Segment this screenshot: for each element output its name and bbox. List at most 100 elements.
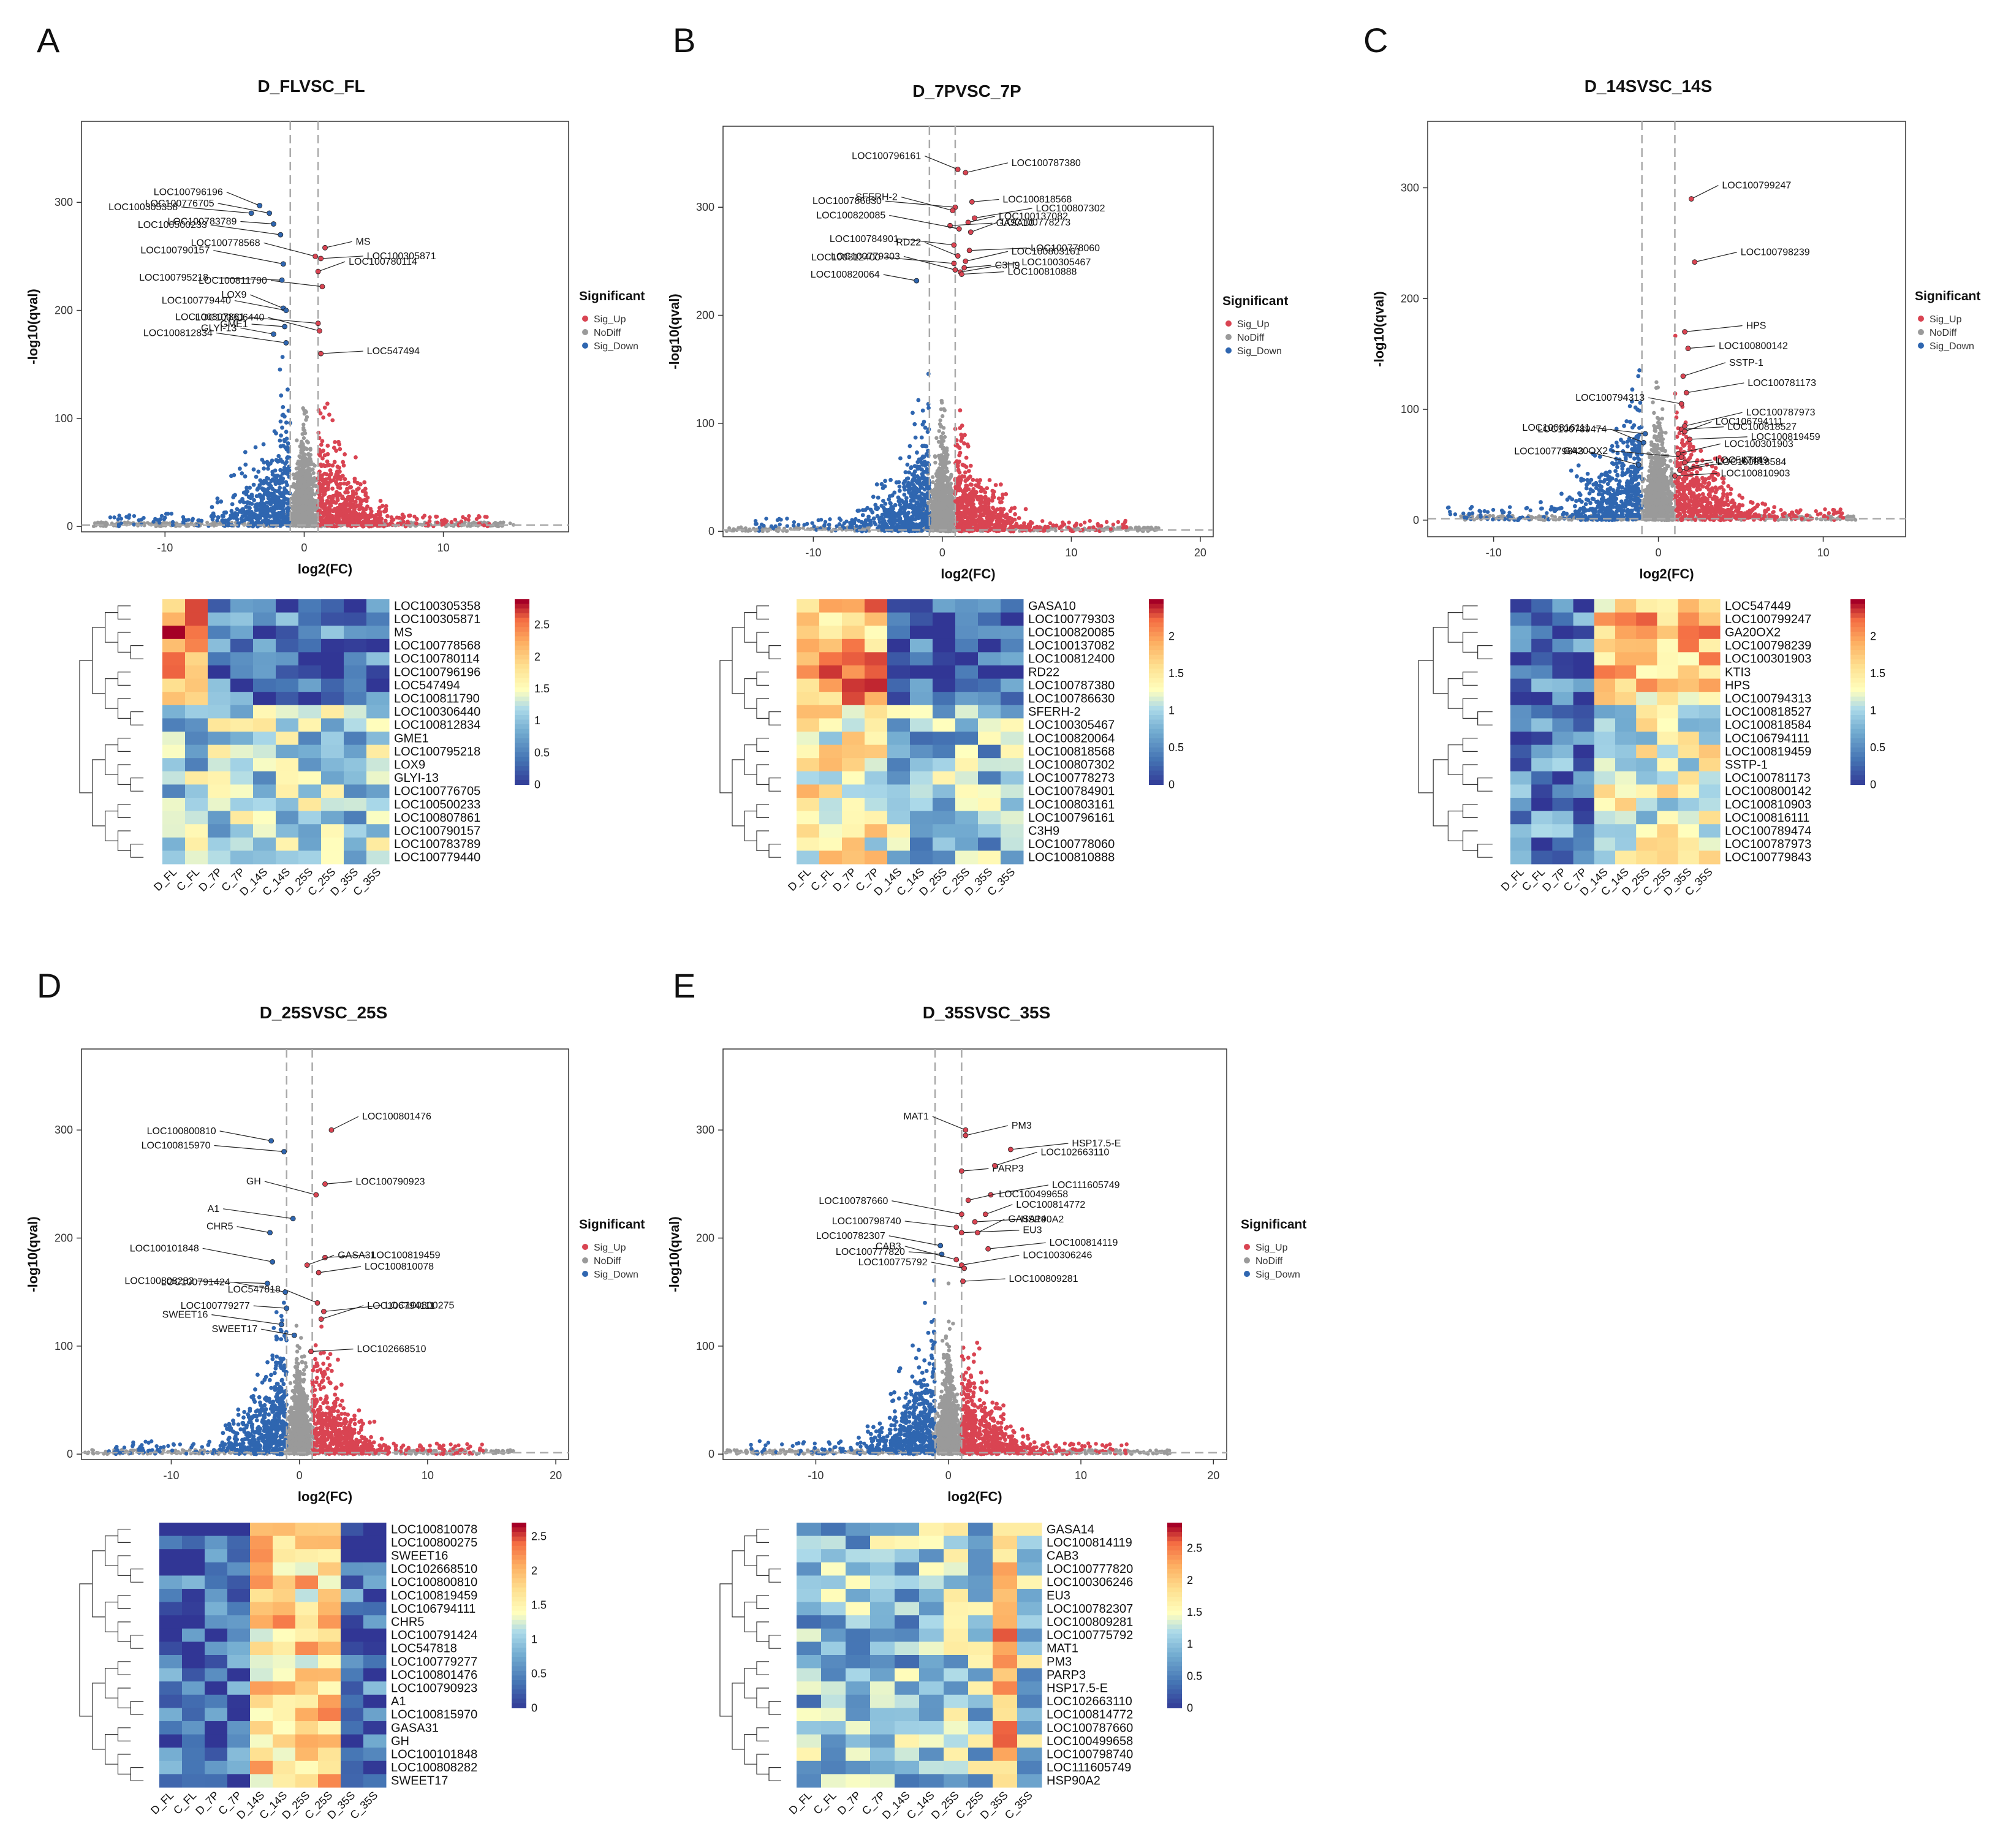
- gene-label: LOC100306440: [195, 312, 264, 323]
- point-up: [349, 494, 354, 499]
- point-up: [334, 449, 339, 453]
- heatmap-col-label: D_FL: [151, 866, 180, 894]
- label-leader: [234, 300, 287, 311]
- point-down: [889, 504, 894, 509]
- point-up: [338, 469, 342, 474]
- heatmap-cell: [208, 652, 231, 666]
- heatmap-cell: [298, 612, 322, 626]
- point-up: [958, 408, 963, 413]
- point-down: [273, 482, 278, 487]
- point-down: [229, 509, 234, 513]
- dendrogram-branch: [105, 678, 118, 709]
- point-down: [256, 469, 261, 474]
- point-up: [319, 442, 324, 447]
- point-up: [331, 445, 336, 450]
- colorbar-segment: [515, 641, 529, 646]
- heatmap-cell: [298, 718, 322, 732]
- point-up: [963, 470, 968, 475]
- point-nodiff: [933, 460, 937, 465]
- point-nodiff: [295, 438, 299, 442]
- point-down: [233, 493, 237, 498]
- point-up: [987, 509, 991, 513]
- point-nodiff: [941, 475, 946, 479]
- point-nodiff: [941, 491, 945, 496]
- point-up: [1116, 520, 1121, 524]
- heatmap-cell: [298, 771, 322, 785]
- label-leader: [240, 221, 274, 225]
- label-leader: [270, 280, 323, 287]
- colorbar-segment: [515, 650, 529, 656]
- point-nodiff: [301, 506, 305, 510]
- point-up: [330, 463, 335, 468]
- x-tick-label: -10: [157, 542, 173, 554]
- point-up: [1061, 520, 1065, 524]
- dendrogram-branch: [130, 844, 144, 858]
- point-up: [482, 523, 487, 528]
- point-up: [477, 513, 481, 518]
- point-down: [284, 430, 289, 434]
- point-down: [272, 507, 276, 512]
- heatmap-cell: [230, 732, 254, 746]
- point-down: [281, 471, 285, 476]
- point-down: [243, 474, 248, 479]
- point-down: [209, 514, 214, 519]
- colorbar-segment: [515, 705, 529, 711]
- point-down: [243, 462, 248, 467]
- point-nodiff: [300, 465, 305, 469]
- point-nodiff: [934, 511, 938, 516]
- heatmap-cell: [253, 612, 276, 626]
- heatmap-cell: [185, 850, 208, 865]
- colorbar-segment: [515, 724, 529, 730]
- point-down: [266, 482, 270, 486]
- point-up: [997, 513, 1001, 518]
- colorbar-segment: [515, 659, 529, 665]
- heatmap-row-label: GME1: [394, 732, 429, 745]
- heatmap-cell: [230, 824, 254, 838]
- point-down: [257, 493, 262, 498]
- point-up: [1078, 523, 1083, 527]
- colorbar-segment: [515, 701, 529, 706]
- gene-label: LOC100796196: [154, 187, 223, 198]
- point-up: [986, 501, 991, 506]
- label-leader: [251, 324, 285, 327]
- point-up: [365, 504, 369, 509]
- heatmap-cell: [230, 626, 254, 640]
- heatmap-cell: [366, 758, 390, 772]
- heatmap-cell: [276, 626, 299, 640]
- point-up: [354, 504, 359, 509]
- colorbar-segment: [515, 747, 529, 753]
- point-down: [882, 509, 887, 513]
- point-up: [319, 501, 324, 506]
- panel-title: D_7PVSC_7P: [912, 81, 1021, 100]
- point-up: [333, 493, 337, 498]
- point-up: [986, 505, 991, 509]
- panel-title: D_FLVSC_FL: [257, 77, 365, 96]
- point-up: [1048, 521, 1053, 526]
- point-up: [467, 513, 471, 518]
- heatmap-cell: [253, 811, 276, 825]
- point-down: [286, 497, 290, 502]
- point-down: [876, 495, 881, 500]
- heatmap-cell: [276, 718, 299, 732]
- point-nodiff: [306, 452, 311, 456]
- point-up: [969, 494, 974, 499]
- heatmap-cell: [185, 811, 208, 825]
- heatmap-cell: [230, 652, 254, 666]
- point-nodiff: [935, 469, 939, 474]
- point-down: [855, 509, 860, 513]
- point-up: [346, 490, 350, 494]
- point-up: [453, 517, 458, 522]
- y-tick-label: 300: [55, 196, 73, 208]
- point-down: [913, 435, 918, 440]
- point-down: [874, 482, 879, 487]
- heatmap-cell: [208, 837, 231, 851]
- x-tick-label: 0: [939, 547, 945, 559]
- point-down: [181, 515, 186, 520]
- point-up: [959, 517, 964, 522]
- point-nodiff: [932, 487, 937, 491]
- point-down: [915, 466, 920, 471]
- heatmap-cell: [276, 705, 299, 719]
- heatmap-cell: [162, 771, 186, 785]
- point-nodiff: [300, 494, 305, 499]
- label-leader: [263, 242, 316, 257]
